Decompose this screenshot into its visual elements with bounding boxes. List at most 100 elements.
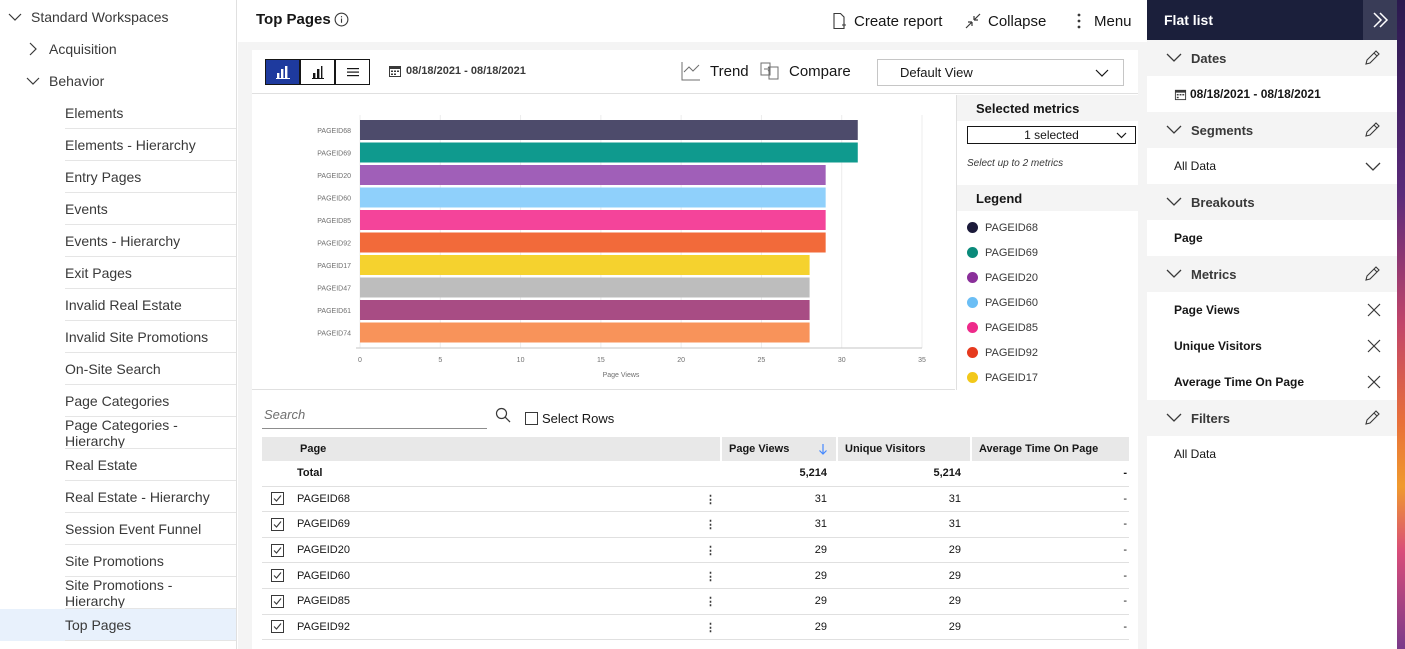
column-chart-view-button[interactable] [300, 59, 335, 85]
nav-item[interactable]: Standard Workspaces [0, 1, 236, 33]
sort-arrow-down-icon[interactable] [818, 443, 828, 455]
segments-select[interactable]: All Data [1147, 148, 1397, 184]
nav-item[interactable]: Real Estate [0, 449, 236, 481]
nav-item[interactable]: Page Categories [0, 385, 236, 417]
column-header-page[interactable]: Page [300, 443, 327, 455]
edit-icon[interactable] [1363, 409, 1381, 427]
nav-item[interactable]: Elements [0, 97, 236, 129]
nav-item[interactable]: Real Estate - Hierarchy [0, 481, 236, 513]
collapse-panel-button[interactable] [1363, 0, 1397, 40]
nav-item-label: Exit Pages [65, 265, 132, 281]
menu-button[interactable]: Menu [1070, 12, 1132, 30]
edit-icon[interactable] [1363, 49, 1381, 67]
row-checkbox[interactable] [270, 620, 284, 634]
edit-icon[interactable] [1363, 121, 1381, 139]
dates-value: 08/18/2021 - 08/18/2021 [1147, 76, 1397, 112]
nav-item[interactable]: Behavior [0, 65, 236, 97]
nav-item[interactable]: Invalid Real Estate [0, 289, 236, 321]
close-icon[interactable] [1367, 303, 1381, 317]
legend-item: PAGEID60 [957, 290, 1138, 315]
segments-section-header[interactable]: Segments [1147, 112, 1397, 148]
bar [360, 322, 810, 343]
nav-item-label: Page Categories - Hierarchy [65, 417, 178, 449]
row-checkbox-cell [262, 543, 296, 557]
nav-item[interactable]: Invalid Site Promotions [0, 321, 236, 353]
nav-item[interactable]: Top Pages [0, 609, 236, 641]
row-overflow-menu-icon[interactable]: ⋮ [705, 545, 716, 558]
nav-item[interactable]: On-Site Search [0, 353, 236, 385]
nav-item[interactable]: Elements - Hierarchy [0, 129, 236, 161]
chevron-down-icon [1365, 162, 1381, 171]
row-checkbox[interactable] [270, 543, 284, 557]
bar-chart-view-button[interactable] [265, 59, 300, 85]
collapse-button[interactable]: Collapse [964, 12, 1046, 30]
nav-item[interactable]: Site Promotions [0, 545, 236, 577]
row-unique-visitors: 29 [948, 544, 961, 557]
row-overflow-menu-icon[interactable]: ⋮ [705, 519, 716, 532]
row-checkbox[interactable] [270, 492, 284, 506]
trend-button[interactable]: Trend [680, 60, 749, 82]
tick-label: 15 [597, 357, 605, 364]
metrics-section-header[interactable]: Metrics [1147, 256, 1397, 292]
dates-value-label: 08/18/2021 - 08/18/2021 [1190, 87, 1321, 101]
row-checkbox-cell [262, 517, 296, 531]
search-input[interactable]: Search [262, 403, 487, 429]
table-row[interactable]: PAGEID69 ⋮ 31 31 - [262, 512, 1129, 538]
chevron-down-icon [1166, 269, 1184, 279]
close-icon[interactable] [1367, 375, 1381, 389]
row-checkbox[interactable] [270, 594, 284, 608]
row-overflow-menu-icon[interactable]: ⋮ [705, 493, 716, 506]
category-label: PAGEID74 [317, 331, 351, 338]
table-row[interactable]: PAGEID68 ⋮ 31 31 - [262, 487, 1129, 513]
legend-swatch [967, 247, 978, 258]
nav-item[interactable]: Entry Pages [0, 161, 236, 193]
date-range-picker[interactable]: 08/18/2021 - 08/18/2021 [388, 64, 526, 78]
legend-item: PAGEID69 [957, 240, 1138, 265]
breakouts-section-header[interactable]: Breakouts [1147, 184, 1397, 220]
nav-item[interactable]: Page Categories - Hierarchy [0, 417, 236, 449]
nav-item[interactable]: Events [0, 193, 236, 225]
view-select[interactable]: Default View [877, 59, 1124, 86]
bar [360, 142, 858, 163]
main-content: Top Pages Create report Collapse Menu [238, 0, 1147, 649]
dates-section-header[interactable]: Dates [1147, 40, 1397, 76]
table-row[interactable]: PAGEID60 ⋮ 29 29 - [262, 563, 1129, 589]
trend-icon [681, 62, 700, 81]
info-icon[interactable] [334, 12, 349, 27]
table-row[interactable]: PAGEID20 ⋮ 29 29 - [262, 538, 1129, 564]
selected-metrics-heading: Selected metrics [957, 95, 1138, 121]
row-overflow-menu-icon[interactable]: ⋮ [705, 570, 716, 583]
table-view-button[interactable] [335, 59, 370, 85]
segments-value: All Data [1174, 159, 1217, 173]
filters-section-header[interactable]: Filters [1147, 400, 1397, 436]
row-overflow-menu-icon[interactable]: ⋮ [705, 596, 716, 609]
column-header-unique-visitors[interactable]: Unique Visitors [836, 437, 970, 461]
bar-chart: PAGEID68 PAGEID69 PAGEID20 PAGEID60 PAGEID85… [252, 95, 955, 390]
bar [360, 277, 810, 298]
table-row[interactable]: PAGEID92 ⋮ 29 29 - [262, 615, 1129, 641]
row-checkbox[interactable] [270, 517, 284, 531]
nav-item[interactable]: Acquisition [0, 33, 236, 65]
nav-item[interactable]: Site Promotions - Hierarchy [0, 577, 236, 609]
compare-button[interactable]: Compare [759, 60, 851, 82]
select-rows-toggle[interactable]: Select Rows [525, 411, 614, 426]
column-header-avg-time[interactable]: Average Time On Page [970, 437, 1129, 461]
chevron-down-icon[interactable] [8, 10, 22, 24]
select-rows-checkbox[interactable] [525, 412, 538, 425]
search-icon[interactable] [495, 407, 511, 423]
nav-item[interactable]: Session Event Funnel [0, 513, 236, 545]
row-checkbox[interactable] [270, 569, 284, 583]
column-header-page-views[interactable]: Page Views [720, 437, 836, 461]
close-icon[interactable] [1367, 339, 1381, 353]
table-row[interactable]: PAGEID85 ⋮ 29 29 - [262, 589, 1129, 615]
row-overflow-menu-icon[interactable]: ⋮ [705, 621, 716, 634]
metric-select[interactable]: 1 selected [967, 126, 1136, 144]
nav-item[interactable]: Events - Hierarchy [0, 225, 236, 257]
row-avg-time: - [1123, 544, 1127, 557]
view-select-value: Default View [900, 65, 973, 80]
nav-item[interactable]: Exit Pages [0, 257, 236, 289]
chevron-right-icon[interactable] [26, 42, 40, 56]
create-report-button[interactable]: Create report [830, 12, 942, 30]
chevron-down-icon[interactable] [26, 74, 40, 88]
edit-icon[interactable] [1363, 265, 1381, 283]
